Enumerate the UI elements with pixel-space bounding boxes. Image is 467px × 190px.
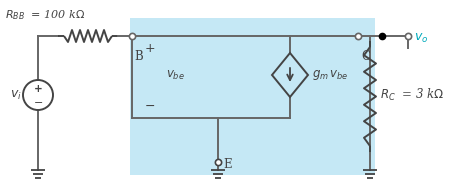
Text: E: E <box>223 158 232 172</box>
Text: $v_{be}$: $v_{be}$ <box>166 68 184 82</box>
Text: +: + <box>34 84 42 94</box>
Text: +: + <box>145 41 156 55</box>
Text: $-$: $-$ <box>33 96 43 106</box>
Text: $R_{BB}$  = 100 k$\Omega$: $R_{BB}$ = 100 k$\Omega$ <box>5 8 85 22</box>
Text: $g_m\,v_{be}$: $g_m\,v_{be}$ <box>312 68 348 82</box>
Text: C: C <box>361 50 370 63</box>
Text: $v_i$: $v_i$ <box>10 89 22 101</box>
Bar <box>130 18 375 175</box>
Text: $R_C$  = 3 k$\Omega$: $R_C$ = 3 k$\Omega$ <box>380 87 444 103</box>
Text: $-$: $-$ <box>144 98 156 112</box>
Text: B: B <box>134 50 143 63</box>
Text: $v_o$: $v_o$ <box>414 32 428 44</box>
